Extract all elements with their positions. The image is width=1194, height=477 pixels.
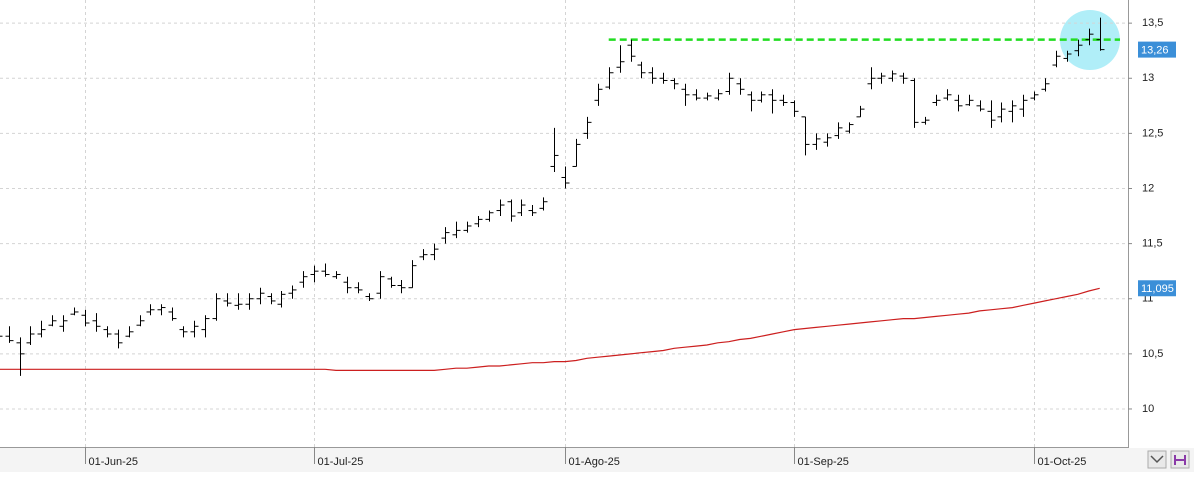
- x-tick-label: 01-Jul-25: [318, 456, 364, 468]
- y-tick-label: 11,5: [1142, 238, 1163, 250]
- y-tick-label: 10: [1142, 403, 1154, 415]
- home-icon: [1174, 455, 1186, 465]
- zoom-button[interactable]: [1147, 450, 1167, 469]
- y-tick-label: 13,5: [1142, 17, 1163, 29]
- last-value-box: [1138, 41, 1176, 58]
- zoom-icon: [1150, 455, 1164, 464]
- y-tick-label: 12,5: [1142, 127, 1163, 139]
- x-tick-label: 01-Sep-25: [798, 456, 849, 468]
- x-axis-strip: [0, 448, 1194, 472]
- toolbar: [1147, 450, 1190, 469]
- last-value-label: 13,26: [1141, 45, 1169, 57]
- last-value-label: 11,095: [1141, 283, 1174, 295]
- y-tick-label: 12: [1142, 182, 1154, 194]
- x-tick-label: 01-Jun-25: [89, 456, 139, 468]
- x-tick-label: 01-Oct-25: [1038, 456, 1087, 468]
- y-tick-label: 10,5: [1142, 348, 1163, 360]
- y-tick-label: 13: [1142, 72, 1154, 84]
- moving-average-line: [0, 287, 1100, 371]
- y-tick-label: 11: [1142, 293, 1153, 305]
- x-tick-label: 01-Ago-25: [569, 456, 620, 468]
- plot-layer: 10 10,5 11 11,5 12 12,5 13 13,5 01-Jun-25 01-Jul-…: [0, 0, 1176, 468]
- last-value-box: [1138, 280, 1176, 297]
